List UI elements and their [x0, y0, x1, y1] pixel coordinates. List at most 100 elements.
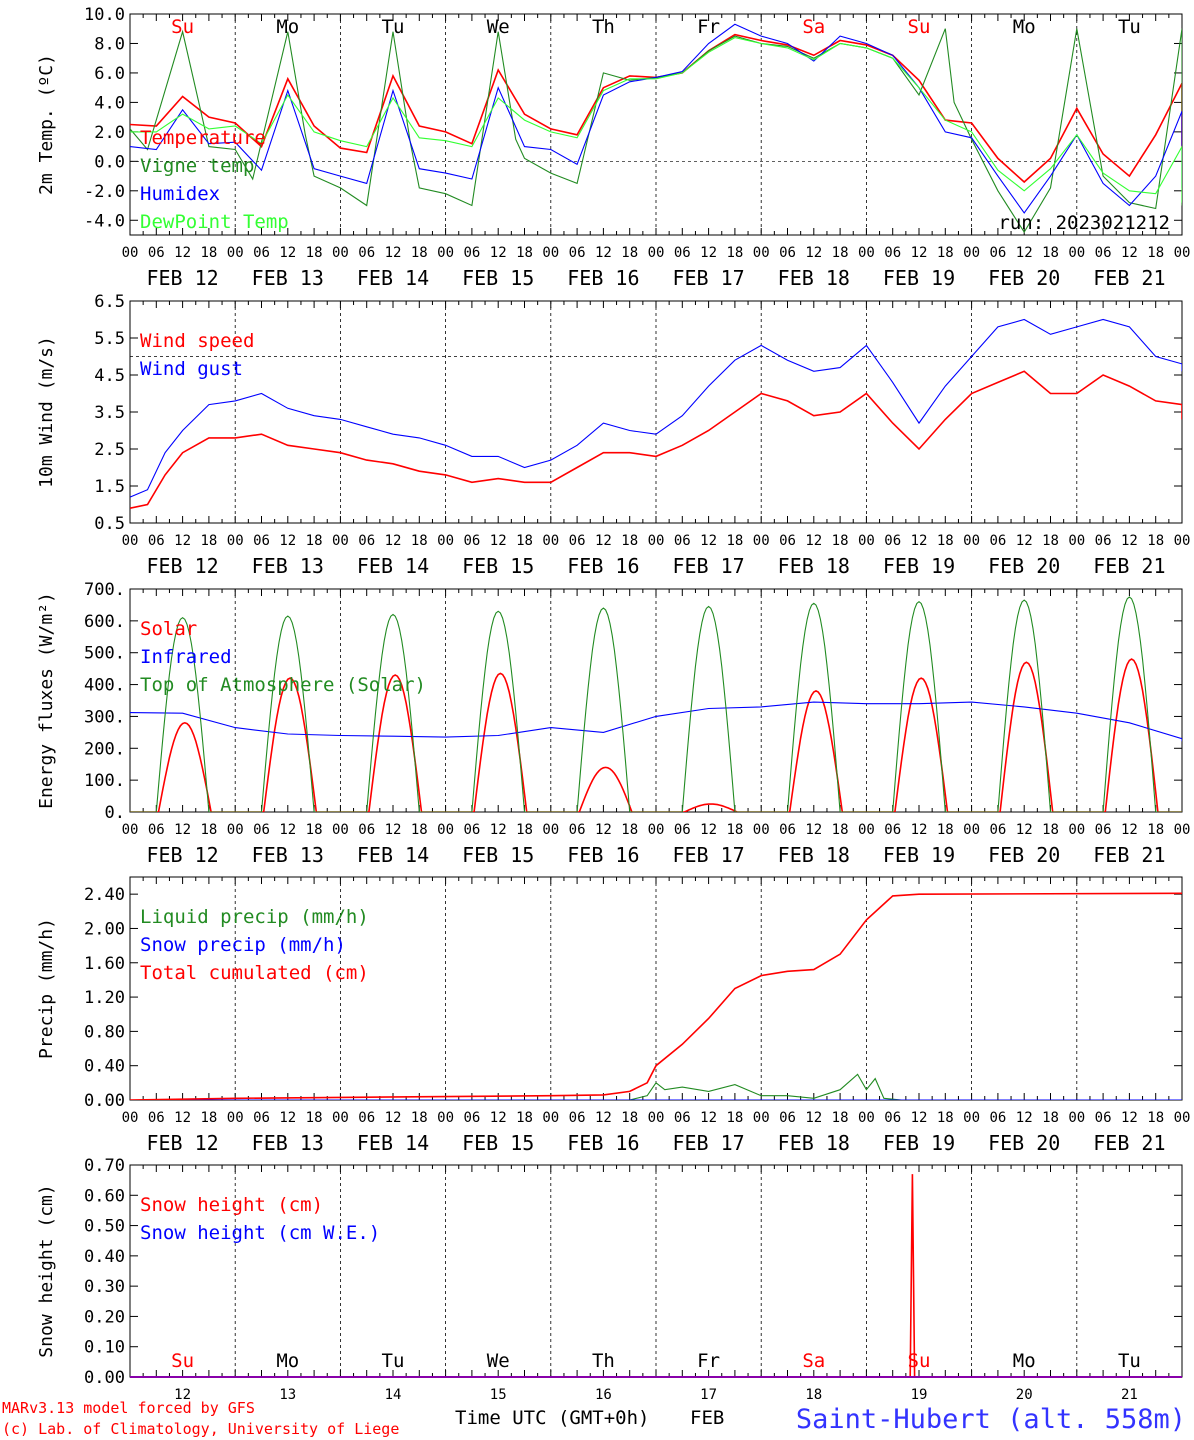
y-tick-label: 4.0 [94, 93, 125, 113]
y-tick-label: 0.5 [94, 514, 125, 534]
y-tick-label: 0.40 [84, 1247, 125, 1267]
weekday-label: Su [171, 16, 194, 38]
hour-label: 12 [911, 533, 928, 549]
hour-label: 00 [858, 822, 875, 838]
weekday-label: Mo [276, 1350, 299, 1372]
y-tick-label: 6.0 [94, 64, 125, 84]
hour-label: 06 [569, 1110, 586, 1126]
hour-label: 12 [490, 533, 507, 549]
date-label: FEB 21 [1093, 1131, 1165, 1155]
hour-label: 00 [1174, 245, 1191, 261]
hour-label: 00 [858, 245, 875, 261]
hour-label: 18 [1042, 245, 1059, 261]
y-tick-label: 2.00 [84, 919, 125, 939]
legend-entry: Snow height (cm W.E.) [140, 1222, 380, 1244]
date-label: FEB 17 [672, 1131, 744, 1155]
weekday-label: Su [171, 1350, 194, 1372]
hour-label: 00 [437, 533, 454, 549]
hour-label: 18 [516, 1110, 533, 1126]
hour-label: 18 [1147, 533, 1164, 549]
hour-label: 18 [621, 1110, 638, 1126]
hour-label: 00 [227, 1110, 244, 1126]
hour-label: 00 [963, 245, 980, 261]
date-label: FEB 12 [146, 266, 218, 290]
series-line-humidex [130, 23, 1182, 214]
hour-label: 18 [832, 1110, 849, 1126]
hour-label: 00 [542, 533, 559, 549]
hour-label: 06 [569, 245, 586, 261]
hour-label: 00 [648, 1110, 665, 1126]
date-label: FEB 18 [778, 843, 850, 867]
panel-snow: 0.00 0.10 0.20 0.30 0.40 0.50 0.60 0.70 Snow hei… [36, 1156, 1183, 1403]
date-label: FEB 13 [252, 266, 324, 290]
hour-label: 12 [385, 822, 402, 838]
hour-label: 12 [700, 1110, 717, 1126]
date-label: FEB 18 [778, 1131, 850, 1155]
series-line-total-cumulated-cm- [130, 892, 1182, 1100]
hour-label: 00 [437, 822, 454, 838]
y-tick-label: 0. [105, 803, 125, 823]
legend-entry: Humidex [140, 183, 220, 205]
hour-label: 00 [122, 1110, 139, 1126]
hour-label: 06 [989, 533, 1006, 549]
legend-entry: Solar [140, 618, 197, 640]
date-label: FEB 21 [1093, 843, 1165, 867]
hour-label: 18 [200, 245, 217, 261]
date-label: FEB 12 [146, 554, 218, 578]
hour-label: 18 [200, 533, 217, 549]
day-number-label: 16 [595, 1387, 612, 1403]
weekday-label: Tu [1118, 16, 1141, 38]
y-axis-label: Snow height (cm) [36, 1184, 57, 1357]
y-tick-label: 300. [84, 707, 125, 727]
y-tick-label: 6.5 [94, 292, 125, 312]
y-tick-label: 2.5 [94, 440, 125, 460]
hour-label: 12 [1016, 533, 1033, 549]
hour-label: 12 [700, 822, 717, 838]
hour-label: 18 [726, 1110, 743, 1126]
hour-label: 06 [989, 822, 1006, 838]
hour-label: 12 [174, 245, 191, 261]
hour-label: 00 [1068, 1110, 1085, 1126]
y-tick-label: 700. [84, 580, 125, 600]
y-tick-label: 600. [84, 612, 125, 632]
lab-credit: (c) Lab. of Climatology, University of L… [2, 1420, 399, 1438]
hour-label: 12 [700, 245, 717, 261]
hour-label: 06 [569, 822, 586, 838]
hour-label: 06 [779, 245, 796, 261]
hour-label: 06 [884, 822, 901, 838]
hour-label: 18 [621, 533, 638, 549]
hour-label: 00 [332, 533, 349, 549]
hour-label: 06 [148, 1110, 165, 1126]
series-line-solar [130, 658, 1182, 812]
legend-entry: Temperature [140, 127, 266, 149]
hour-label: 00 [122, 533, 139, 549]
panels: -4.0 -2.0 0.0 2.0 4.0 6.0 8.0 10.0 2m Temp. (ºC)… [36, 5, 1190, 1403]
hour-label: 00 [437, 245, 454, 261]
hour-label: 06 [884, 245, 901, 261]
hour-label: 06 [779, 533, 796, 549]
hour-label: 00 [753, 533, 770, 549]
y-tick-label: 0.00 [84, 1368, 125, 1388]
hour-label: 12 [1121, 245, 1138, 261]
series-line-wind-gust [130, 318, 1182, 498]
hour-label: 06 [253, 822, 270, 838]
legend-entry: Liquid precip (mm/h) [140, 906, 369, 928]
hour-label: 06 [358, 533, 375, 549]
hour-label: 12 [1016, 822, 1033, 838]
hour-label: 18 [200, 822, 217, 838]
hour-label: 12 [595, 245, 612, 261]
hour-label: 06 [674, 245, 691, 261]
y-tick-label: 1.5 [94, 477, 125, 497]
date-label: FEB 18 [778, 266, 850, 290]
legend-entry: Total cumulated (cm) [140, 962, 369, 984]
date-label: FEB 20 [988, 1131, 1060, 1155]
hour-label: 18 [306, 1110, 323, 1126]
hour-label: 06 [779, 822, 796, 838]
hour-label: 00 [437, 1110, 454, 1126]
hour-label: 06 [463, 245, 480, 261]
y-tick-label: 2.0 [94, 123, 125, 143]
x-axis-label: Time UTC (GMT+0h) [455, 1407, 649, 1429]
hour-label: 18 [621, 245, 638, 261]
hour-label: 18 [1147, 1110, 1164, 1126]
